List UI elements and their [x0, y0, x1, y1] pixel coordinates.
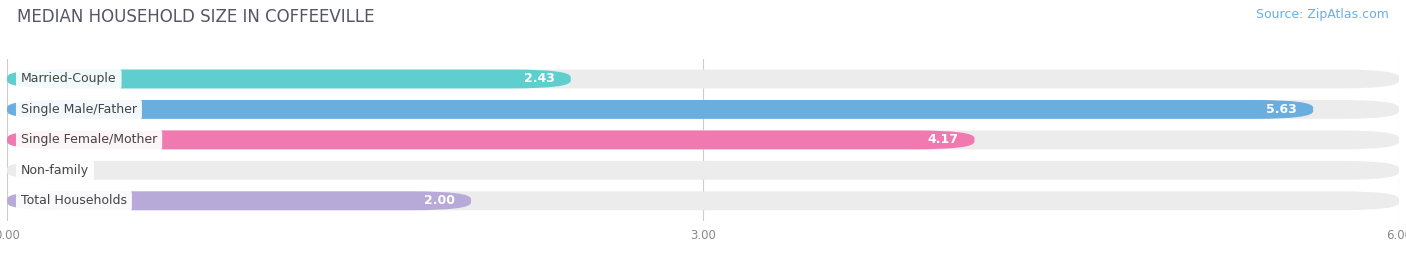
FancyBboxPatch shape	[7, 161, 1399, 180]
FancyBboxPatch shape	[7, 130, 1399, 149]
Text: Married-Couple: Married-Couple	[21, 72, 117, 86]
FancyBboxPatch shape	[7, 100, 1313, 119]
FancyBboxPatch shape	[7, 191, 471, 210]
FancyBboxPatch shape	[7, 69, 571, 89]
FancyBboxPatch shape	[7, 69, 1399, 89]
Text: 2.43: 2.43	[523, 72, 554, 86]
FancyBboxPatch shape	[7, 100, 1399, 119]
Text: Single Female/Mother: Single Female/Mother	[21, 133, 157, 146]
Text: Single Male/Father: Single Male/Father	[21, 103, 136, 116]
Text: Source: ZipAtlas.com: Source: ZipAtlas.com	[1256, 8, 1389, 21]
Text: Non-family: Non-family	[21, 164, 89, 177]
Text: 5.63: 5.63	[1267, 103, 1296, 116]
FancyBboxPatch shape	[7, 191, 1399, 210]
FancyBboxPatch shape	[7, 130, 974, 149]
Text: 4.17: 4.17	[927, 133, 959, 146]
Text: 2.00: 2.00	[423, 194, 454, 207]
Text: MEDIAN HOUSEHOLD SIZE IN COFFEEVILLE: MEDIAN HOUSEHOLD SIZE IN COFFEEVILLE	[17, 8, 374, 26]
Text: Total Households: Total Households	[21, 194, 127, 207]
Text: 0.00: 0.00	[35, 164, 66, 177]
